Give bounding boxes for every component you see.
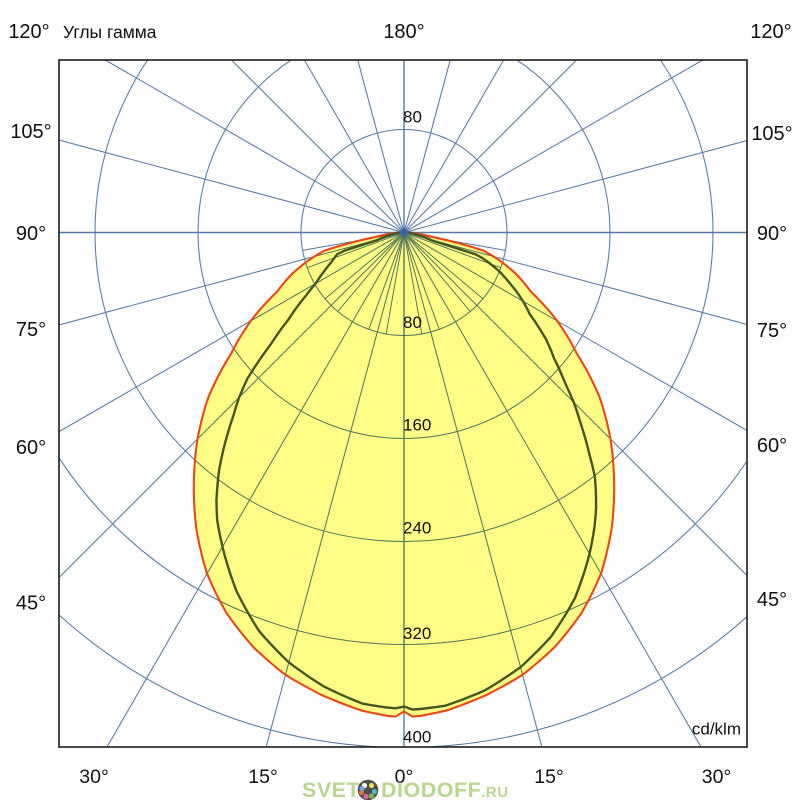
svg-text:75°: 75° xyxy=(757,320,787,342)
svg-text:90°: 90° xyxy=(16,223,46,245)
svg-text:400: 400 xyxy=(403,728,431,747)
svg-text:105°: 105° xyxy=(751,123,792,145)
svg-text:15°: 15° xyxy=(248,766,278,788)
svg-text:SVET: SVET xyxy=(302,778,360,800)
svg-text:0°: 0° xyxy=(395,766,414,788)
svg-text:Углы гамма: Углы гамма xyxy=(63,22,157,42)
svg-text:80: 80 xyxy=(403,108,422,127)
svg-text:45°: 45° xyxy=(16,593,46,615)
svg-text:60°: 60° xyxy=(757,435,787,457)
svg-text:120°: 120° xyxy=(8,21,49,43)
svg-text:30°: 30° xyxy=(702,766,732,788)
svg-text:180°: 180° xyxy=(383,21,424,43)
svg-text:80: 80 xyxy=(403,313,422,332)
svg-text:DIODOFF.RU: DIODOFF.RU xyxy=(381,778,509,800)
svg-text:60°: 60° xyxy=(16,437,46,459)
svg-text:30°: 30° xyxy=(79,766,109,788)
svg-text:75°: 75° xyxy=(16,319,46,341)
svg-text:320: 320 xyxy=(403,624,431,643)
svg-text:90°: 90° xyxy=(757,223,787,245)
svg-text:cd/klm: cd/klm xyxy=(692,720,741,739)
svg-text:240: 240 xyxy=(403,519,431,538)
svg-text:120°: 120° xyxy=(750,21,791,43)
svg-text:160: 160 xyxy=(403,416,431,435)
svg-text:45°: 45° xyxy=(757,589,787,611)
svg-text:15°: 15° xyxy=(534,766,564,788)
svg-text:105°: 105° xyxy=(10,121,51,143)
